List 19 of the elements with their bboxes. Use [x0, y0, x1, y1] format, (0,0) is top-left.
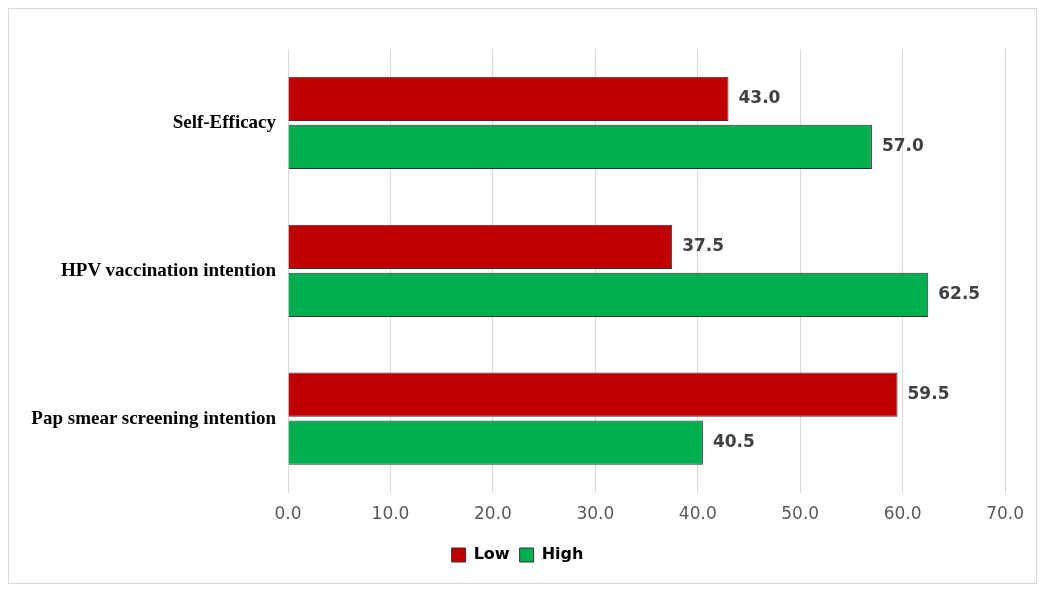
x-tick-label: 20.0: [473, 503, 512, 524]
x-tick-label: 40.0: [678, 503, 717, 524]
x-tick-label: 60.0: [883, 503, 922, 524]
x-tick-label: 70.0: [986, 503, 1024, 524]
data-label: 57.0: [881, 135, 925, 156]
data-label: 40.5: [712, 431, 755, 452]
x-tick-label: 30.0: [576, 503, 615, 524]
x-tick-label: 50.0: [781, 503, 820, 524]
x-tick-label: 10.0: [371, 503, 410, 524]
y-tick-label: Self-Efficacy: [172, 110, 277, 132]
data-label: 62.5: [938, 283, 981, 304]
legend-label: Low: [473, 544, 510, 564]
y-tick-label: Pap smear screening intention: [31, 406, 277, 428]
data-label: 43.0: [738, 87, 781, 108]
x-tick-label: 0.0: [274, 503, 302, 524]
y-tick-label: HPV vaccination intention: [61, 258, 277, 280]
legend-label: High: [541, 544, 584, 564]
data-label: 37.5: [682, 235, 725, 256]
data-label: 59.5: [907, 383, 950, 404]
